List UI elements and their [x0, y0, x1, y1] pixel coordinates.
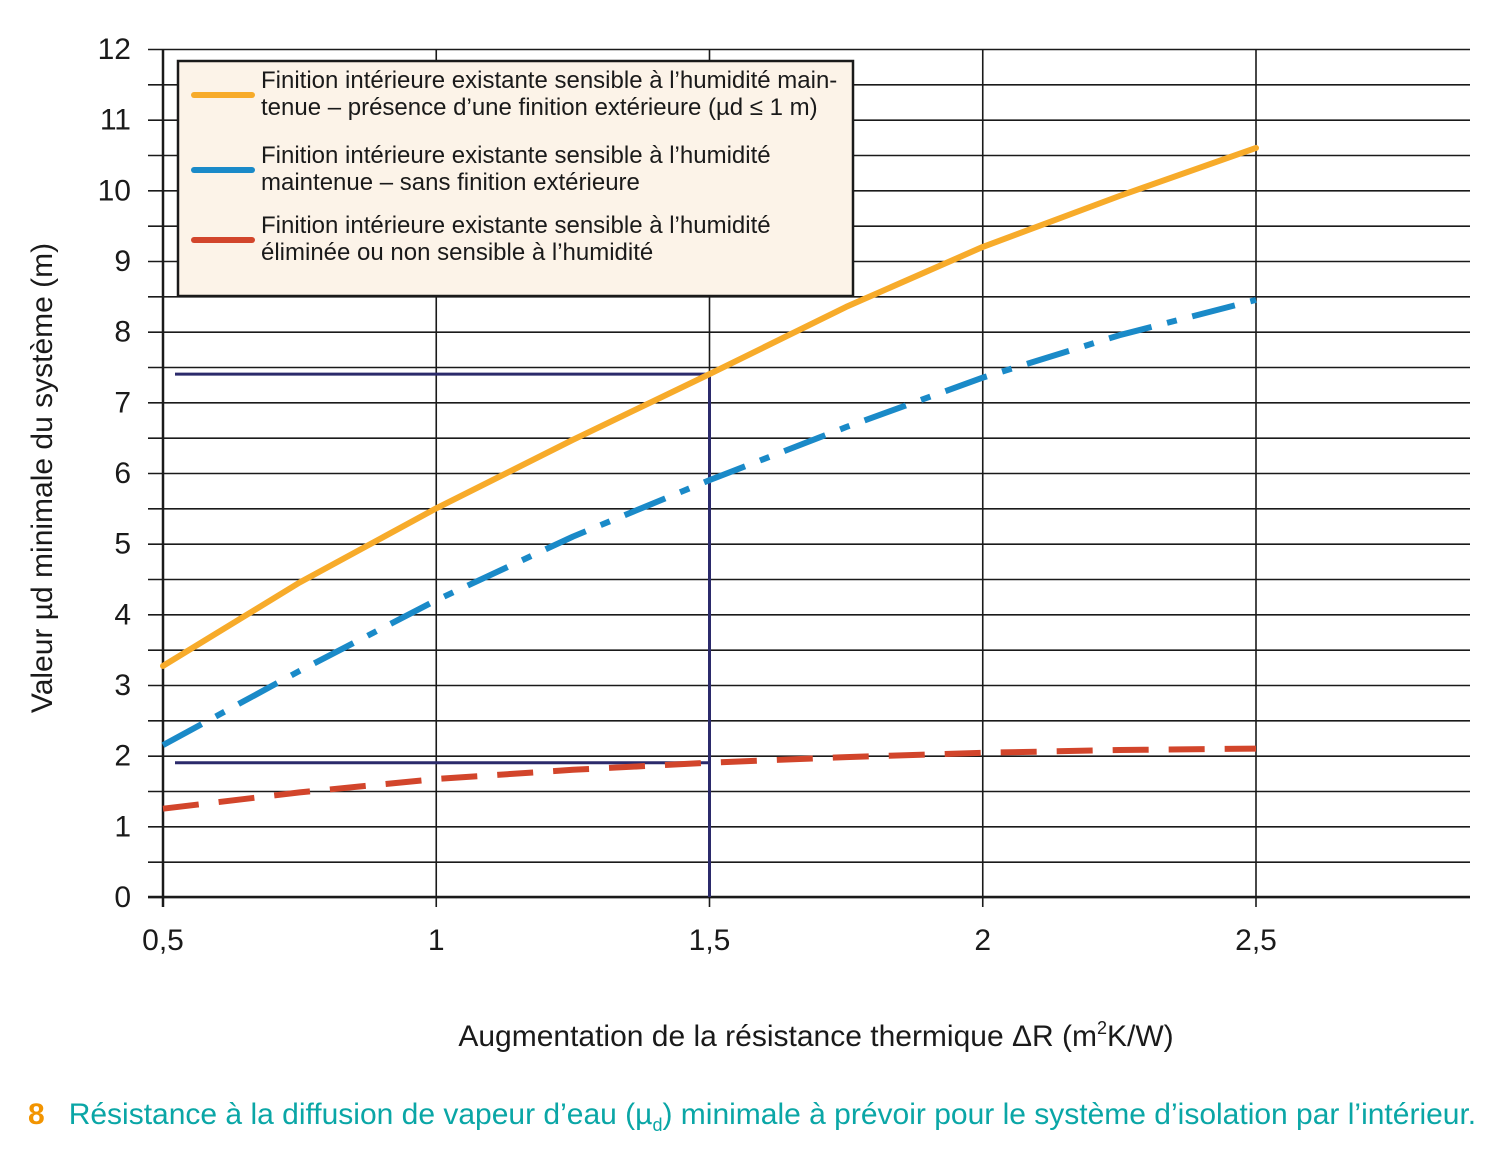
series-line-3: [162, 745, 1257, 812]
caption-text-before: Résistance à la diffusion de vapeur d’ea…: [68, 1098, 653, 1131]
x-tick-label: 1: [428, 924, 445, 957]
y-tick-label: 0: [114, 881, 131, 914]
y-tick-label: 3: [114, 669, 131, 702]
y-tick-label: 7: [114, 386, 131, 419]
reference-lines: [175, 372, 711, 897]
axes: [148, 49, 1470, 907]
caption-number: 8: [28, 1098, 45, 1131]
series-line-2: [161, 296, 1257, 748]
x-tick-label: 0,5: [142, 924, 184, 957]
y-tick-label: 6: [114, 457, 131, 490]
y-tick-label: 4: [114, 598, 131, 631]
caption-text-after: ) minimale à prévoir pour le système d’i…: [662, 1098, 1477, 1131]
x-axis-title-end: K/W): [1107, 1020, 1174, 1053]
legend-label-1: tenue – présence d’une finition extérieu…: [261, 94, 818, 121]
series-group: [160, 144, 1259, 812]
figure-caption: 8 Résistance à la diffusion de vapeur d’e…: [28, 1098, 1488, 1136]
x-tick-label: 2,5: [1235, 924, 1277, 957]
y-tick-label: 10: [98, 174, 131, 207]
y-tick-label: 5: [114, 528, 131, 561]
y-axis-title: Valeur µd minimale du système (m): [26, 243, 59, 713]
legend-label-3: éliminée ou non sensible à l’humidité: [261, 239, 653, 266]
y-tick-label: 8: [114, 316, 131, 349]
y-tick-label: 12: [98, 33, 131, 66]
series-line-1: [160, 144, 1259, 669]
legend-label-3: Finition intérieure existante sensible à…: [261, 212, 771, 239]
legend: Finition intérieure existante sensible à…: [176, 59, 855, 298]
x-axis-title-superscript: 2: [1097, 1018, 1107, 1038]
x-axis-title-main: Augmentation de la résistance thermique …: [458, 1020, 1097, 1053]
legend-label-2: maintenue – sans finition extérieure: [261, 169, 640, 196]
x-axis-title: Augmentation de la résistance thermique …: [458, 1018, 1173, 1053]
y-tick-label: 11: [100, 104, 131, 137]
x-tick-label: 1,5: [689, 924, 731, 957]
legend-box: [176, 59, 855, 298]
legend-label-2: Finition intérieure existante sensible à…: [261, 142, 771, 169]
y-tick-label: 9: [114, 245, 131, 278]
y-tick-label: 2: [114, 740, 131, 773]
y-tick-label: 1: [114, 810, 131, 843]
legend-label-1: Finition intérieure existante sensible à…: [261, 67, 837, 94]
caption-subscript: d: [652, 1115, 663, 1135]
x-tick-label: 2: [974, 924, 991, 957]
